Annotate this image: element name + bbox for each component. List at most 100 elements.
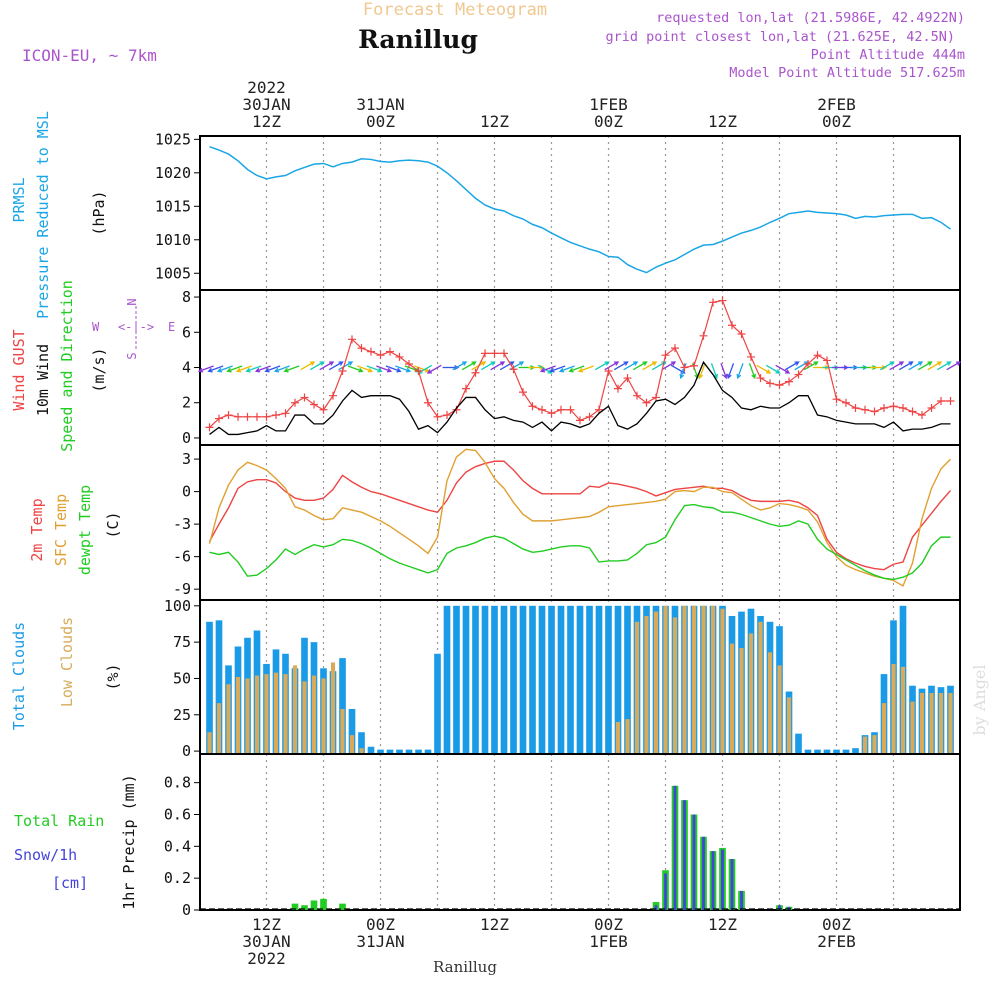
wind-arrow-shaft: [604, 361, 619, 371]
rain-bar: [301, 905, 308, 910]
low-cloud-bar: [311, 675, 317, 754]
gust-marker: [405, 359, 413, 368]
wind-arrow-head: [775, 369, 781, 374]
total-cloud-bar: [852, 748, 859, 754]
snow-legend: Snow/1h: [14, 846, 77, 864]
snow-bar: [683, 800, 686, 910]
wind-direction-arrow: [632, 361, 648, 371]
gust-marker: [557, 405, 565, 414]
wind-arrow-head: [671, 361, 677, 366]
total-cloud-bar: [795, 733, 802, 754]
wind-arrow-head: [698, 373, 704, 380]
low-cloud-bar: [302, 681, 307, 754]
snow-bar: [721, 849, 724, 910]
gust-marker: [728, 321, 736, 330]
y-tick-label: 0: [182, 429, 191, 447]
wind-arrow-shaft: [550, 365, 566, 372]
wind-arrow-head: [245, 367, 251, 373]
wind-arrow-shaft: [936, 361, 951, 371]
total-clouds-ylabel: Total Clouds: [10, 622, 28, 730]
wind-arrow-shaft: [452, 361, 467, 371]
wind-arrow-head: [726, 373, 732, 380]
gust-marker: [690, 361, 698, 370]
total-cloud-bar: [462, 605, 470, 754]
low-cloud-bar: [948, 692, 953, 754]
low-cloud-bar: [682, 605, 687, 754]
wind-direction-arrow: [385, 365, 402, 373]
y-tick-label: 1010: [155, 231, 191, 249]
wind-arrow-shaft: [720, 363, 727, 379]
wind-arrow-head: [235, 367, 242, 373]
wind-arrow-head: [539, 365, 545, 370]
panel-1: 0 2 4 6 8 Wind GUST 10m Wind Speed and Directio…: [10, 280, 962, 452]
wind-arrow-head: [604, 361, 610, 366]
wind-direction-arrow: [623, 361, 639, 371]
wind-arrow-shaft: [737, 363, 744, 379]
y-tick-label: 1005: [155, 264, 191, 282]
wind-direction-arrow: [613, 361, 629, 371]
pressure-unit: (hPa): [90, 190, 108, 235]
wind-arrow-head: [547, 369, 553, 374]
wind-arrow-head: [558, 367, 565, 373]
wind-arrow-shaft: [461, 361, 476, 371]
wind-direction-arrow: [537, 364, 553, 374]
wind-direction-arrow: [319, 361, 335, 371]
y-tick-label: 50: [173, 669, 191, 687]
gust-marker: [918, 411, 926, 420]
y-tick-label: 100: [164, 597, 191, 615]
gust-marker: [281, 409, 290, 418]
wind-arrow-head: [577, 367, 584, 373]
wind-direction-arrow: [917, 361, 933, 371]
dewpt-line: [209, 503, 951, 581]
bottom-time-label: 1FEB: [589, 932, 628, 951]
compass-west: W: [92, 320, 100, 334]
wind-arrow-head: [396, 367, 402, 373]
wind-arrow-head: [899, 361, 905, 366]
wind-arrow-head: [623, 361, 629, 366]
gust-marker: [357, 344, 366, 353]
wind-arrow-head: [490, 361, 496, 366]
wind-direction-arrow: [726, 363, 735, 380]
wind-arrow-shaft: [427, 364, 442, 374]
wind-arrow-shaft: [784, 361, 799, 371]
low-cloud-bar: [900, 666, 906, 754]
wind-arrow-shaft: [642, 361, 657, 371]
total-cloud-bar: [814, 749, 821, 754]
gust-marker: [386, 347, 394, 356]
gust-marker: [424, 398, 432, 407]
snow-bar: [664, 873, 667, 910]
wind-arrow-head: [377, 367, 383, 373]
low-cloud-bar: [729, 643, 735, 754]
wind-arrow-shaft: [537, 364, 552, 374]
wind-arrow-head: [319, 361, 325, 366]
total-cloud-bar: [443, 605, 451, 754]
gust-marker: [709, 298, 717, 307]
wind-direction-arrow: [197, 365, 214, 373]
total-cloud-bar: [500, 605, 508, 754]
wind-arrow-shaft: [395, 365, 411, 372]
gust-marker: [633, 391, 641, 400]
panel-frame: [199, 135, 961, 291]
wind-direction-arrow: [509, 361, 525, 371]
wind-arrow-head: [329, 361, 335, 366]
wind-arrow-head: [358, 367, 364, 373]
wind-arrow-head: [937, 361, 943, 366]
wind-direction-arrow: [426, 364, 442, 374]
low-cloud-bar: [644, 615, 649, 754]
gust-marker: [595, 405, 603, 414]
y-tick-label: 1025: [155, 130, 191, 148]
wind-direction-arrow: [936, 361, 952, 371]
wind-arrow-head: [722, 373, 728, 380]
wind-arrow-head: [509, 361, 515, 366]
low-cloud-bar: [929, 692, 934, 754]
wind-arrow-shaft: [623, 361, 638, 371]
gust-marker: [481, 349, 489, 358]
gust-marker: [253, 412, 261, 421]
total-cloud-bar: [529, 605, 536, 754]
y-tick-label: 0: [182, 742, 191, 760]
gust-marker: [205, 423, 214, 432]
wind-arrow-shaft: [775, 364, 790, 374]
wind-direction-arrow: [720, 363, 728, 380]
panels: 1005 1010 1015 1020 1025 PRMSL Pressure Reduce…: [10, 111, 962, 919]
